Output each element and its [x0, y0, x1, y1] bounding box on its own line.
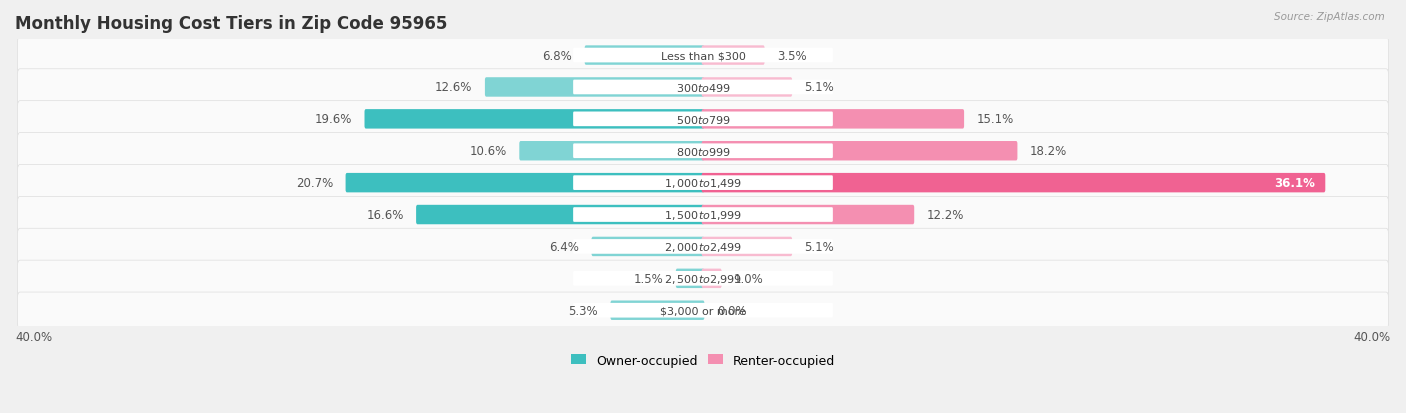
- FancyBboxPatch shape: [574, 208, 832, 222]
- Text: $1,500 to $1,999: $1,500 to $1,999: [664, 209, 742, 221]
- Text: 40.0%: 40.0%: [15, 330, 52, 343]
- FancyBboxPatch shape: [574, 144, 832, 159]
- Text: 15.1%: 15.1%: [977, 113, 1014, 126]
- Legend: Owner-occupied, Renter-occupied: Owner-occupied, Renter-occupied: [567, 349, 839, 372]
- FancyBboxPatch shape: [18, 197, 1388, 233]
- FancyBboxPatch shape: [18, 133, 1388, 169]
- FancyBboxPatch shape: [702, 269, 721, 288]
- Text: 6.8%: 6.8%: [543, 50, 572, 62]
- Text: $2,500 to $2,999: $2,500 to $2,999: [664, 272, 742, 285]
- FancyBboxPatch shape: [574, 271, 832, 286]
- Text: 20.7%: 20.7%: [295, 177, 333, 190]
- FancyBboxPatch shape: [18, 292, 1388, 329]
- Text: 12.2%: 12.2%: [927, 209, 965, 221]
- FancyBboxPatch shape: [18, 102, 1388, 138]
- FancyBboxPatch shape: [702, 142, 1018, 161]
- Text: Less than $300: Less than $300: [661, 51, 745, 61]
- FancyBboxPatch shape: [574, 303, 832, 318]
- Text: 16.6%: 16.6%: [367, 209, 404, 221]
- FancyBboxPatch shape: [610, 301, 704, 320]
- Text: 36.1%: 36.1%: [1274, 177, 1316, 190]
- Text: 12.6%: 12.6%: [434, 81, 472, 94]
- FancyBboxPatch shape: [702, 110, 965, 129]
- FancyBboxPatch shape: [702, 173, 1326, 193]
- Text: $3,000 or more: $3,000 or more: [661, 306, 745, 316]
- FancyBboxPatch shape: [574, 112, 832, 127]
- FancyBboxPatch shape: [346, 173, 704, 193]
- FancyBboxPatch shape: [485, 78, 704, 97]
- Text: $500 to $799: $500 to $799: [675, 114, 731, 126]
- Text: $300 to $499: $300 to $499: [675, 82, 731, 94]
- Text: 5.3%: 5.3%: [568, 304, 598, 317]
- FancyBboxPatch shape: [18, 261, 1388, 297]
- Text: $800 to $999: $800 to $999: [675, 145, 731, 157]
- FancyBboxPatch shape: [574, 49, 832, 63]
- Text: $2,000 to $2,499: $2,000 to $2,499: [664, 240, 742, 253]
- FancyBboxPatch shape: [574, 81, 832, 95]
- FancyBboxPatch shape: [702, 78, 792, 97]
- FancyBboxPatch shape: [702, 237, 792, 256]
- FancyBboxPatch shape: [18, 38, 1388, 74]
- FancyBboxPatch shape: [18, 165, 1388, 201]
- Text: 1.0%: 1.0%: [734, 272, 763, 285]
- Text: Monthly Housing Cost Tiers in Zip Code 95965: Monthly Housing Cost Tiers in Zip Code 9…: [15, 15, 447, 33]
- FancyBboxPatch shape: [702, 205, 914, 225]
- Text: Source: ZipAtlas.com: Source: ZipAtlas.com: [1274, 12, 1385, 22]
- FancyBboxPatch shape: [585, 46, 704, 66]
- Text: 40.0%: 40.0%: [1354, 330, 1391, 343]
- Text: 18.2%: 18.2%: [1029, 145, 1067, 158]
- FancyBboxPatch shape: [416, 205, 704, 225]
- FancyBboxPatch shape: [519, 142, 704, 161]
- FancyBboxPatch shape: [676, 269, 704, 288]
- Text: 5.1%: 5.1%: [804, 81, 834, 94]
- Text: 10.6%: 10.6%: [470, 145, 508, 158]
- FancyBboxPatch shape: [364, 110, 704, 129]
- FancyBboxPatch shape: [592, 237, 704, 256]
- Text: 0.0%: 0.0%: [717, 304, 747, 317]
- Text: 6.4%: 6.4%: [550, 240, 579, 253]
- Text: 19.6%: 19.6%: [315, 113, 352, 126]
- FancyBboxPatch shape: [18, 70, 1388, 106]
- FancyBboxPatch shape: [574, 176, 832, 190]
- Text: 5.1%: 5.1%: [804, 240, 834, 253]
- FancyBboxPatch shape: [702, 46, 765, 66]
- Text: $1,000 to $1,499: $1,000 to $1,499: [664, 177, 742, 190]
- FancyBboxPatch shape: [18, 229, 1388, 265]
- Text: 1.5%: 1.5%: [634, 272, 664, 285]
- Text: 3.5%: 3.5%: [778, 50, 807, 62]
- FancyBboxPatch shape: [574, 240, 832, 254]
